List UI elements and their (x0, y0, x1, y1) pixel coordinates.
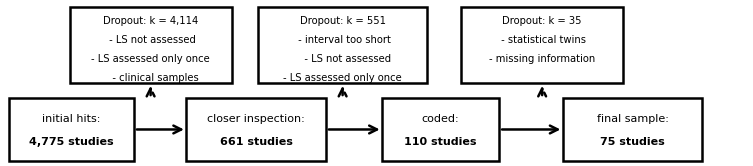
Text: 110 studies: 110 studies (404, 137, 477, 147)
Bar (187, 98, 325, 161)
Text: coded:: coded: (422, 114, 459, 124)
Bar (258, 7, 427, 83)
Bar (9, 98, 134, 161)
Text: - statistical twins: - statistical twins (498, 35, 586, 45)
Text: - LS not assessed: - LS not assessed (294, 54, 391, 64)
Text: - LS not assessed: - LS not assessed (105, 35, 196, 45)
Text: final sample:: final sample: (596, 114, 669, 124)
Text: Dropout: k = 35: Dropout: k = 35 (502, 16, 582, 26)
Text: - LS assessed only once: - LS assessed only once (283, 73, 402, 83)
Bar (382, 98, 498, 161)
Text: - missing information: - missing information (489, 54, 596, 64)
Text: Dropout: k = 551: Dropout: k = 551 (300, 16, 386, 26)
Text: Dropout: k = 4,114: Dropout: k = 4,114 (103, 16, 198, 26)
Text: closer inspection:: closer inspection: (207, 114, 305, 124)
Text: 75 studies: 75 studies (600, 137, 665, 147)
Text: - LS assessed only once: - LS assessed only once (91, 54, 210, 64)
Text: 661 studies: 661 studies (220, 137, 292, 147)
Bar (69, 7, 231, 83)
Bar (562, 98, 702, 161)
Text: initial hits:: initial hits: (42, 114, 101, 124)
Text: 4,775 studies: 4,775 studies (29, 137, 114, 147)
Text: - clinical samples: - clinical samples (102, 73, 199, 83)
Bar (461, 7, 623, 83)
Text: - interval too short: - interval too short (294, 35, 391, 45)
